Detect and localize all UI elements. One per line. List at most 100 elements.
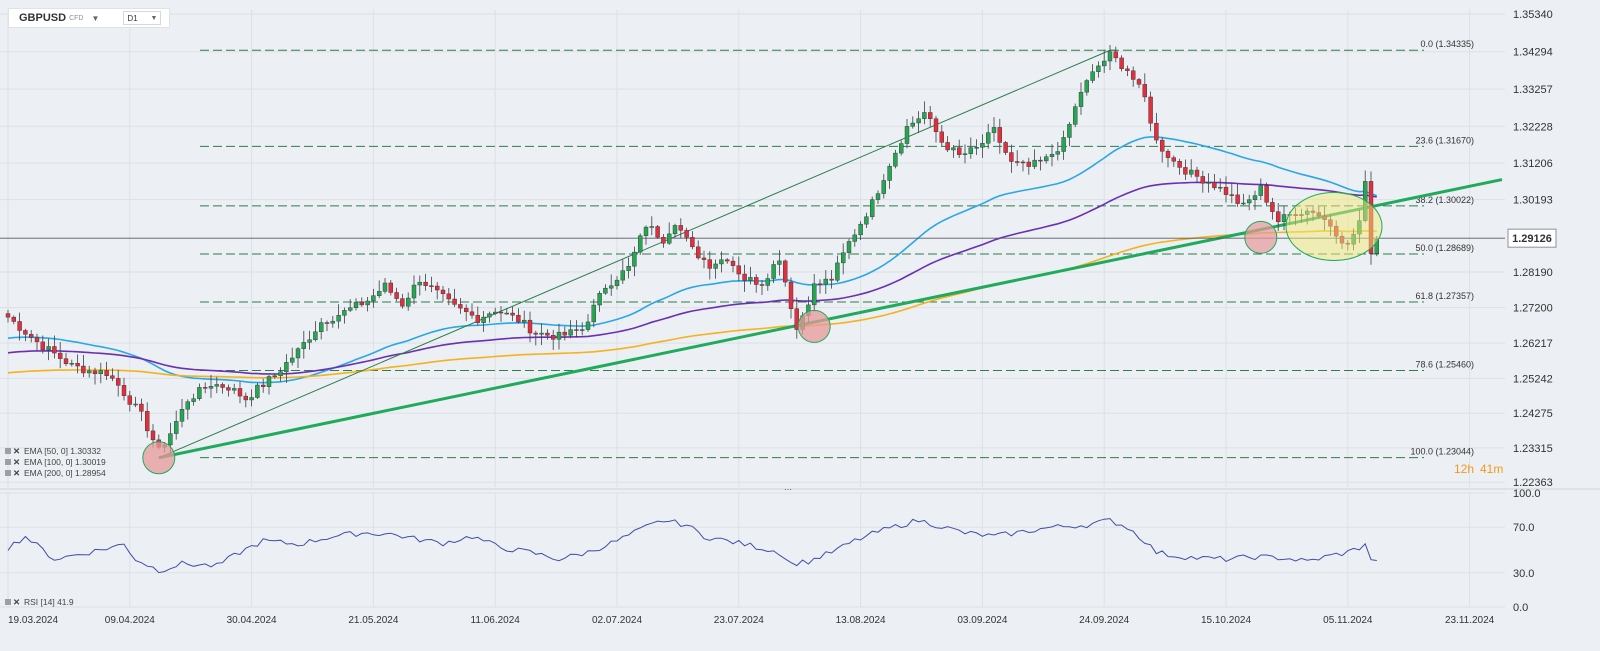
candle-body [725, 259, 730, 262]
candle-body [910, 122, 915, 127]
candle-body [516, 314, 521, 323]
candle-body [626, 266, 631, 271]
ema-100-line [7, 181, 1377, 375]
y-tick-label: 1.31206 [1513, 158, 1553, 170]
x-tick-label: 23.07.2024 [714, 615, 764, 626]
candle-body [1188, 169, 1194, 175]
candle-body [435, 285, 440, 291]
y-tick-label: 1.23315 [1513, 443, 1553, 455]
candle-body [359, 301, 364, 306]
candle-body [458, 304, 463, 309]
candle-body [185, 401, 191, 410]
candle-body [1032, 159, 1037, 167]
candle-body [1049, 154, 1055, 157]
grid [0, 10, 1505, 608]
candle-body [365, 300, 370, 306]
candle-body [382, 282, 388, 292]
symbol-dropdown-icon[interactable]: ▼ [91, 13, 100, 23]
candle-body [249, 397, 254, 401]
candle-body [1067, 124, 1072, 138]
candle-body [510, 312, 515, 316]
rsi-legend-label: RSI [14] 41.9 [24, 597, 74, 607]
x-tick-label: 23.11.2024 [1445, 615, 1495, 626]
x-tick-label: 05.11.2024 [1323, 615, 1373, 626]
candle-body [1015, 161, 1020, 163]
candle-body [1223, 186, 1229, 195]
candle-body [1264, 185, 1269, 203]
fib-level-label: 100.0 (1.23044) [1410, 447, 1474, 457]
timeframe-select[interactable]: D1 ▼ [123, 11, 162, 25]
candle-body [353, 301, 359, 308]
candle-body [1212, 182, 1217, 189]
x-tick-label: 15.10.2024 [1201, 615, 1251, 626]
candle-body [1235, 194, 1240, 204]
candle-body [771, 264, 776, 279]
legend-settings-icon [5, 448, 11, 454]
candle-body [1055, 151, 1061, 155]
candle-body [237, 388, 243, 397]
candle-body [110, 375, 115, 379]
candle-body [1096, 65, 1101, 72]
candle-body [330, 320, 335, 324]
y-tick-label: 1.35340 [1513, 9, 1553, 21]
candle-body [1171, 157, 1177, 162]
candle-body [730, 260, 736, 266]
candle-body [1177, 161, 1182, 168]
candle-body [759, 284, 765, 286]
candle-body [498, 311, 504, 314]
candle-body [1043, 156, 1049, 162]
candle-body [719, 259, 724, 265]
candle-body [916, 118, 921, 124]
highlight-circles [142, 191, 1383, 475]
candle-body [1142, 84, 1148, 98]
candle-body [400, 298, 405, 307]
candle-body [191, 398, 196, 402]
candle-body [736, 265, 741, 275]
fib-level-label: 38.2 (1.30022) [1415, 195, 1474, 205]
candle-body [243, 395, 249, 401]
candle-body [765, 278, 770, 286]
candle-body [638, 235, 643, 253]
candle-body [1217, 186, 1223, 189]
candle-body [812, 283, 817, 306]
candle-body [968, 147, 973, 154]
candle-body [632, 251, 637, 267]
candle-body [266, 376, 272, 387]
candle-body [939, 131, 944, 143]
legend-close-icon: ✕ [13, 446, 20, 456]
x-tick-label: 30.04.2024 [227, 615, 277, 626]
candle-body [1130, 70, 1136, 80]
candle-body [197, 387, 202, 399]
fib-level-label: 0.0 (1.34335) [1420, 39, 1474, 49]
candle-body [788, 281, 794, 309]
candle-body [255, 384, 260, 398]
candle-body [214, 384, 220, 387]
candle-body [86, 370, 92, 374]
rsi-tick-label: 70.0 [1513, 522, 1534, 534]
candle-body [429, 285, 434, 287]
y-tick-label: 1.27200 [1513, 303, 1553, 315]
candle-body [991, 127, 997, 133]
candle-body [133, 403, 138, 406]
candle-body [933, 118, 939, 133]
indicator-legend-label: EMA [50, 0] 1.30332 [24, 446, 101, 456]
y-tick-label: 1.24275 [1513, 408, 1553, 420]
rsi-tick-label: 30.0 [1513, 568, 1534, 580]
fib-level-label: 78.6 (1.25460) [1415, 359, 1474, 369]
candle-body [568, 329, 573, 336]
symbol-label[interactable]: GBPUSD [19, 12, 67, 24]
highlight-circle-recent [1244, 220, 1278, 254]
candle-body [464, 307, 469, 313]
candle-body [667, 233, 672, 244]
x-tick-label: 03.09.2024 [957, 615, 1007, 626]
symbol-toolbar: GBPUSD CFD ▼ D1 ▼ [8, 8, 170, 28]
candle-body [904, 126, 910, 144]
legend-settings-icon [5, 470, 11, 476]
rsi-tick-label: 100.0 [1513, 488, 1541, 500]
x-tick-label: 24.09.2024 [1079, 615, 1129, 626]
candle-body [1258, 185, 1264, 196]
candle-body [823, 278, 828, 285]
candle-body [307, 339, 312, 343]
timeframe-dropdown-icon: ▼ [150, 14, 158, 22]
